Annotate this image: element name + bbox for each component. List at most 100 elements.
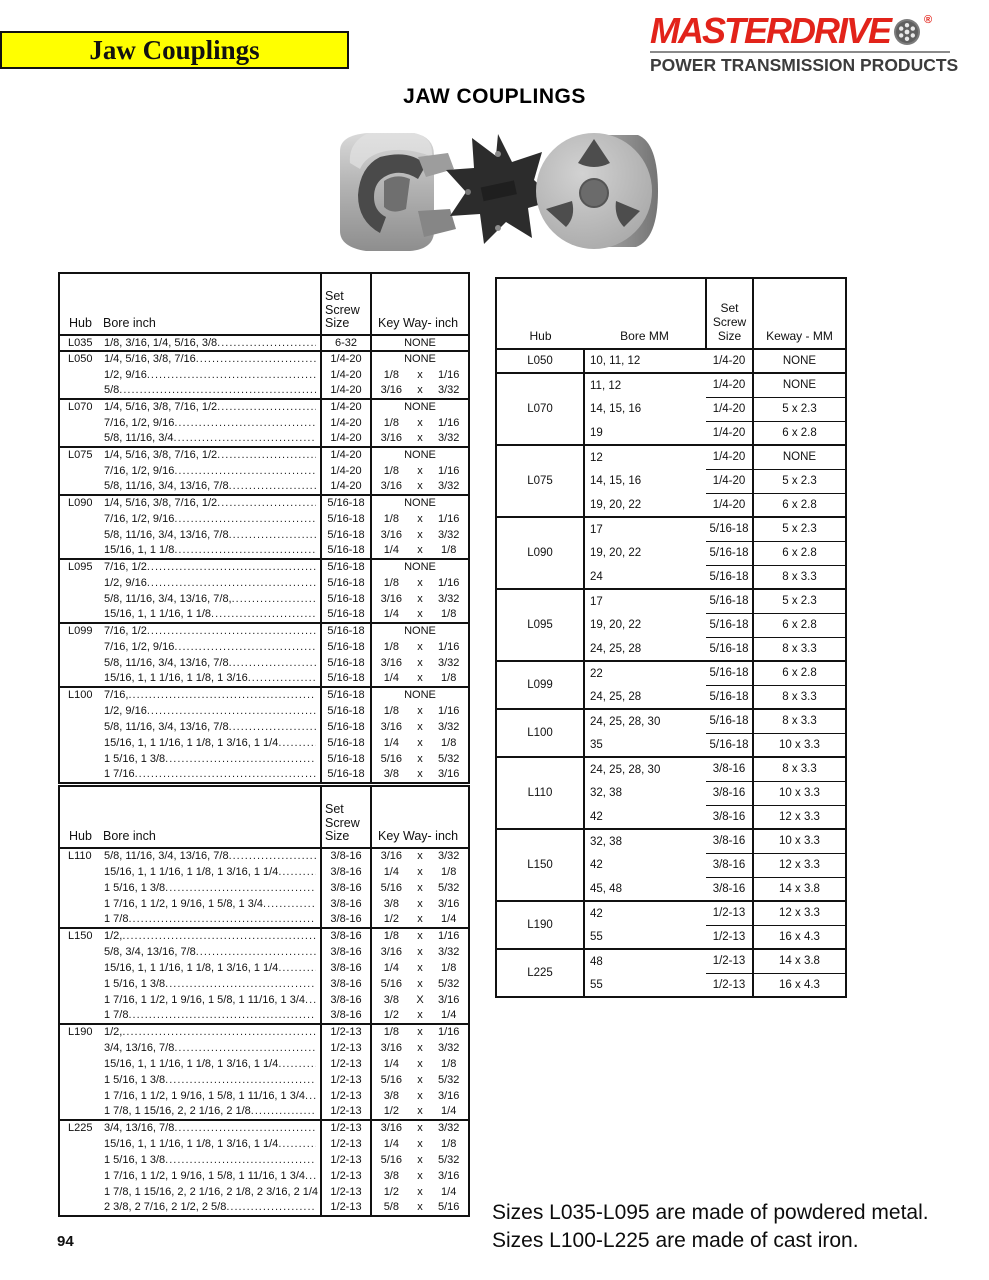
bore-cell: 1/2, xyxy=(104,1026,320,1038)
dot-leader xyxy=(278,866,316,878)
keyway-x: x xyxy=(417,881,423,894)
set-screw-cell: 3/8-16 xyxy=(320,880,371,896)
keyway-width: 3/8 xyxy=(383,1169,399,1182)
set-screw-cell: 5/16-18 xyxy=(706,588,753,613)
keyway-x: x xyxy=(417,1009,423,1022)
table-row: 1 7/8 3/8-16 1/2 x 1/4 xyxy=(59,912,469,928)
keyway-depth: 3/16 xyxy=(437,1169,460,1182)
keyway-cell: NONE xyxy=(370,398,469,415)
set-screw-cell: 1/4-20 xyxy=(320,398,371,415)
table-row: L095 7/16, 1/2 5/16-18 NONE xyxy=(59,558,469,575)
keyway-cell: 1/8 x 1/16 xyxy=(370,575,469,591)
set-screw-cell: 1/4-20 xyxy=(706,492,753,517)
table-row: 32, 38 3/8-16 10 x 3.3 xyxy=(496,780,846,805)
keyway-x: x xyxy=(417,1073,423,1086)
set-screw-cell: 5/16-18 xyxy=(320,607,371,623)
table-row: 45, 48 3/8-16 14 x 3.8 xyxy=(496,876,846,901)
hub-cell: L090 xyxy=(496,516,585,589)
dot-leader xyxy=(278,1138,316,1150)
keyway-depth: 5/32 xyxy=(437,881,460,894)
bore-cell: 45, 48 xyxy=(590,882,622,895)
table-row: 15/16, 1, 1 1/16, 1 1/8, 1 3/16, 1 1/4 5/… xyxy=(59,735,469,751)
keyway-x: x xyxy=(417,897,423,910)
bore-values: 7/16, 1/2, 9/16 xyxy=(104,640,175,653)
bore-cell: 15/16, 1, 1 1/16, 1 1/8, 1 3/16, 1 1/4 xyxy=(104,1058,320,1070)
bore-values: 3/4, 13/16, 7/8 xyxy=(104,1041,175,1054)
bore-cell: 15/16, 1, 1 1/16, 1 1/8, 1 3/16, 1 1/4 xyxy=(104,962,320,974)
keyway-value: 3/8 x 3/16 xyxy=(377,898,463,910)
keyway-depth: 3/32 xyxy=(437,656,460,669)
keyway-value: 1/8 x 1/16 xyxy=(377,465,463,477)
keyway-x: x xyxy=(417,1137,423,1150)
dot-leader xyxy=(217,337,316,349)
bore-values: 1/8, 3/16, 1/4, 5/16, 3/8 xyxy=(104,336,218,349)
bore-cell: 3/4, 13/16, 7/8 xyxy=(104,1042,320,1054)
keyway-width: 3/16 xyxy=(380,384,403,397)
keyway-cell: 10 x 3.3 xyxy=(752,780,846,805)
bore-cell: 42 xyxy=(590,859,603,871)
keyway-width: 1/4 xyxy=(383,1057,399,1070)
bore-cell: 48 xyxy=(584,948,706,973)
table-row: L110 24, 25, 28, 30 3/8-16 8 x 3.3 xyxy=(496,756,846,829)
bore-cell: 1 5/16, 1 3/8 xyxy=(104,1154,320,1166)
table-row: L075 12 1/4-20 NONE xyxy=(496,444,846,517)
logo-brand-text: MASTERDRIVE xyxy=(650,10,892,51)
keyway-cell: NONE xyxy=(370,446,469,463)
keyway-cell: 6 x 2.8 xyxy=(752,660,846,685)
table-row: 14, 15, 16 1/4-20 5 x 2.3 xyxy=(496,396,846,421)
table-row: 15/16, 1, 1 1/16, 1 1/8, 1 3/16 5/16-18 1/… xyxy=(59,671,469,687)
keyway-cell: 6 x 2.8 xyxy=(752,492,846,517)
hub-cell: L190 xyxy=(496,900,585,949)
bore-values: 2 3/8, 2 7/16, 2 1/2, 2 5/8 xyxy=(104,1201,227,1214)
keyway-value: 5/16 x 5/32 xyxy=(377,753,463,765)
keyway-depth: 5/32 xyxy=(437,752,460,765)
keyway-depth: 1/16 xyxy=(437,368,460,381)
set-screw-cell: 1/4-20 xyxy=(320,446,371,463)
table-row: 1 7/8 3/8-16 1/2 x 1/4 xyxy=(59,1008,469,1024)
bore-values: 1 7/8, 1 15/16, 2, 2 1/16, 2 1/8 xyxy=(104,1105,251,1118)
set-screw-cell: 5/16-18 xyxy=(706,660,753,685)
bore-cell: 15/16, 1, 1 1/16, 1 1/8, 1 3/16 xyxy=(104,672,320,684)
keyway-width: 3/16 xyxy=(380,1122,403,1135)
header-hub-bore: Hub Bore inch xyxy=(59,273,321,336)
keyway-depth: 1/16 xyxy=(437,464,460,477)
keyway-value: 3/8 x 3/16 xyxy=(377,1170,463,1182)
set-screw-cell: 3/8-16 xyxy=(320,896,371,912)
keyway-cell: 3/16 x 3/32 xyxy=(370,1040,469,1056)
keyway-x: x xyxy=(417,1026,423,1039)
keyway-cell: 6 x 2.8 xyxy=(752,612,846,637)
keyway-cell: 10 x 3.3 xyxy=(752,828,846,853)
keyway-x: x xyxy=(417,464,423,477)
set-screw-cell: 5/16-18 xyxy=(320,735,371,751)
keyway-value: 1/2 x 1/4 xyxy=(377,1186,463,1198)
set-screw-cell: 5/16-18 xyxy=(320,703,371,719)
bore-values: 1/2, 9/16 xyxy=(104,704,147,717)
set-screw-cell: 5/16-18 xyxy=(320,591,371,607)
bore-cell: 22 xyxy=(584,660,706,685)
dot-leader xyxy=(122,1026,316,1038)
bore-cell: 1 5/16, 1 3/8 xyxy=(104,978,320,990)
keyway-x: x xyxy=(417,1122,423,1135)
table-row: L150 32, 38 3/8-16 10 x 3.3 xyxy=(496,828,846,901)
keyway-width: 1/4 xyxy=(383,672,399,685)
keyway-depth: 1/8 xyxy=(441,1137,457,1150)
keyway-depth: 3/32 xyxy=(437,480,460,493)
keyway-width: 1/8 xyxy=(383,576,399,589)
dot-leader xyxy=(174,465,316,477)
bore-values: 15/16, 1, 1 1/16, 1 1/8, 1 3/16, 1 1/4 xyxy=(104,961,279,974)
keyway-x: X xyxy=(416,993,424,1006)
set-screw-cell: 1/4-20 xyxy=(706,444,753,469)
bore-values: 15/16, 1, 1 1/16, 1 1/8, 1 3/16, 1 1/4 xyxy=(104,1057,279,1070)
set-screw-cell: 1/4-20 xyxy=(712,355,746,367)
header-set-screw: Set Screw Size xyxy=(705,278,753,350)
bore-cell: 14, 15, 16 xyxy=(590,403,642,415)
keyway-value: 1/4 x 1/8 xyxy=(377,737,463,749)
bore-values: 7/16, 1/2, 9/16 xyxy=(104,464,175,477)
keyway-value: 5/16 x 5/32 xyxy=(377,882,463,894)
dot-leader xyxy=(174,1122,316,1134)
table-row: 1 5/16, 1 3/8 3/8-16 5/16 x 5/32 xyxy=(59,880,469,896)
set-screw-cell: 3/8-16 xyxy=(320,864,371,880)
bore-cell: 15/16, 1, 1 1/16, 1 1/8, 1 3/16, 1 1/4 xyxy=(104,866,320,878)
dot-leader xyxy=(147,577,316,589)
bore-cell: 15/16, 1, 1 1/16, 1 1/8 xyxy=(104,608,320,620)
